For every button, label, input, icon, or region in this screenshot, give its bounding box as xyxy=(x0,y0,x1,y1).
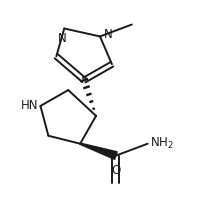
Text: N: N xyxy=(104,28,113,41)
Text: N: N xyxy=(58,32,67,45)
Text: O: O xyxy=(111,164,121,177)
Polygon shape xyxy=(80,143,117,159)
Text: HN: HN xyxy=(21,99,38,112)
Text: NH$_2$: NH$_2$ xyxy=(150,136,173,151)
